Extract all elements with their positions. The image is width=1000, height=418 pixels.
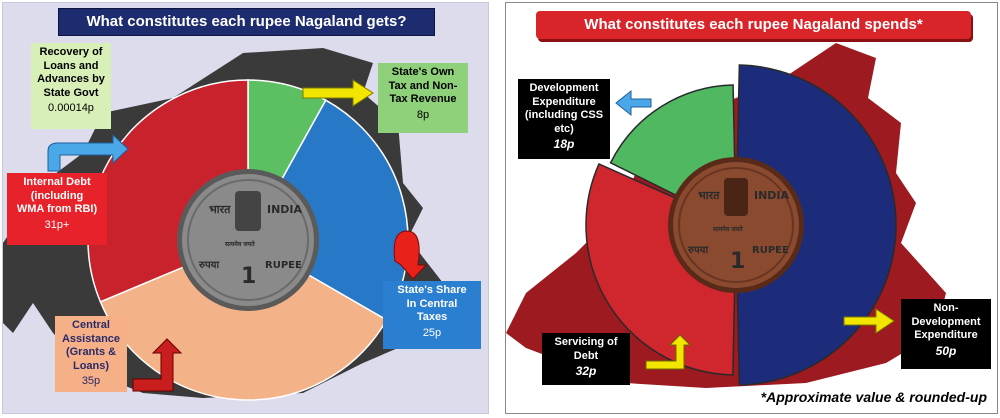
label-recovery-line4: State Govt: [43, 86, 99, 99]
right-donut-chart: भारत INDIA सत्यमेव जयते 1 रुपया RUPEE: [506, 43, 946, 388]
label-internal-debt-value: 31p+: [44, 218, 70, 231]
label-development-value: 18p: [553, 137, 575, 151]
label-development-line3: (including CSS: [524, 109, 604, 121]
label-internal-debt-line1: Internal Debt: [23, 176, 91, 188]
arrow-to-non-development: [843, 308, 895, 334]
coin-left-denomination: 1: [241, 264, 256, 289]
coin-right-denomination: 1: [730, 249, 745, 274]
coin-left-face: [182, 174, 314, 306]
label-internal-debt-line2: (including: [30, 189, 84, 202]
label-development-line4: etc): [554, 122, 574, 135]
label-own-revenue: State's Own Tax and Non- Tax Revenue 8p: [378, 63, 468, 133]
label-non-development-value: 50p: [935, 343, 957, 358]
label-central-taxes: State's Share In Central Taxes 25p: [383, 281, 481, 349]
coin-right: भारत INDIA सत्यमेव जयते 1 रुपया RUPEE: [668, 157, 804, 293]
label-own-revenue-line3: Tax Revenue: [389, 93, 457, 105]
label-central-taxes-line3: Taxes: [416, 311, 448, 323]
label-internal-debt-line3: WMA from RBI): [16, 203, 98, 215]
coin-right-word-hi: रुपया: [687, 245, 708, 256]
coin-right-emblem: [724, 178, 748, 216]
arrow-to-central-taxes: [393, 230, 428, 280]
label-non-development-expenditure: Non- Development Expenditure 50p: [901, 299, 991, 369]
coin-left: भारत INDIA सत्यमेव जयते 1 रुपया RUPEE: [177, 169, 319, 311]
left-chart-panel: भारत INDIA सत्यमेव जयते 1 रुपया RUPEE Wh…: [2, 2, 489, 414]
label-non-development-line2: Development: [911, 315, 981, 328]
left-donut-chart: भारत INDIA सत्यमेव जयते 1 रुपया RUPEE: [3, 48, 443, 401]
coin-right-motto: सत्यमेव जयते: [712, 225, 743, 233]
arrow-to-central-assistance: [132, 338, 183, 392]
label-central-taxes-value: 25p: [422, 326, 442, 339]
arrow-to-servicing-debt: [645, 334, 692, 370]
label-own-revenue-line2: Tax and Non-: [388, 79, 458, 92]
coin-left-word-hi: रुपया: [198, 260, 219, 271]
label-recovery-line1: Recovery of: [39, 46, 103, 58]
arrow-to-development: [615, 89, 652, 117]
arrow-to-own-revenue: [302, 79, 374, 107]
label-servicing-value: 32p: [575, 364, 597, 378]
label-servicing-line2: Debt: [573, 349, 599, 362]
label-development-line1: Development: [529, 82, 599, 94]
label-internal-debt: Internal Debt (including WMA from RBI) 3…: [7, 173, 107, 245]
arrow-to-internal-debt: [47, 133, 129, 172]
label-central-taxes-line1: State's Share: [397, 284, 467, 296]
label-own-revenue-line1: State's Own: [391, 66, 455, 78]
label-recovery-of-loans: Recovery of Loans and Advances by State …: [31, 43, 111, 129]
label-recovery-line2: Loans and: [43, 59, 99, 72]
coin-left-motto: सत्यमेव जयते: [224, 240, 255, 248]
coin-right-country: INDIA: [754, 189, 790, 202]
right-arrows: [615, 89, 895, 370]
label-central-assistance-value: 35p: [81, 375, 101, 387]
coin-right-word-en: RUPEE: [752, 245, 789, 256]
label-non-development-line1: Non-: [933, 302, 959, 314]
coin-right-script: भारत: [698, 189, 720, 202]
label-central-taxes-line2: In Central: [406, 297, 458, 310]
right-chart-title: What constitutes each rupee Nagaland spe…: [536, 11, 971, 39]
coin-right-ring: [678, 167, 794, 283]
label-central-assistance-line1: Central: [72, 319, 110, 331]
label-central-assistance-line3: (Grants &: [65, 346, 117, 358]
coin-left-country: INDIA: [267, 203, 303, 216]
coin-left-word-en: RUPEE: [265, 260, 302, 271]
coin-left-emblem: [235, 191, 261, 231]
label-central-assistance: Central Assistance (Grants & Loans) 35p: [55, 316, 127, 392]
left-chart-title: What constitutes each rupee Nagaland get…: [58, 8, 435, 36]
label-development-expenditure: Development Expenditure (including CSS e…: [518, 79, 610, 159]
left-arrows: [47, 79, 428, 392]
footnote: *Approximate value & rounded-up: [760, 389, 987, 405]
label-central-assistance-line2: Assistance: [61, 332, 121, 345]
label-central-assistance-line4: Loans): [72, 359, 110, 372]
coin-left-script: भारत: [209, 203, 231, 216]
label-servicing-of-debt: Servicing of Debt 32p: [542, 333, 630, 385]
label-development-line2: Expenditure: [532, 95, 596, 108]
right-chart-panel: भारत INDIA सत्यमेव जयते 1 रुपया RUPEE Wh…: [505, 2, 998, 414]
label-recovery-line3: Advances by: [37, 73, 105, 85]
label-recovery-value: 0.00014p: [48, 102, 94, 114]
label-own-revenue-value: 8p: [416, 108, 430, 121]
coin-right-face: [673, 162, 799, 288]
coin-left-ring: [187, 179, 309, 301]
label-non-development-line3: Expenditure: [914, 329, 978, 341]
label-servicing-line1: Servicing of: [554, 336, 618, 348]
